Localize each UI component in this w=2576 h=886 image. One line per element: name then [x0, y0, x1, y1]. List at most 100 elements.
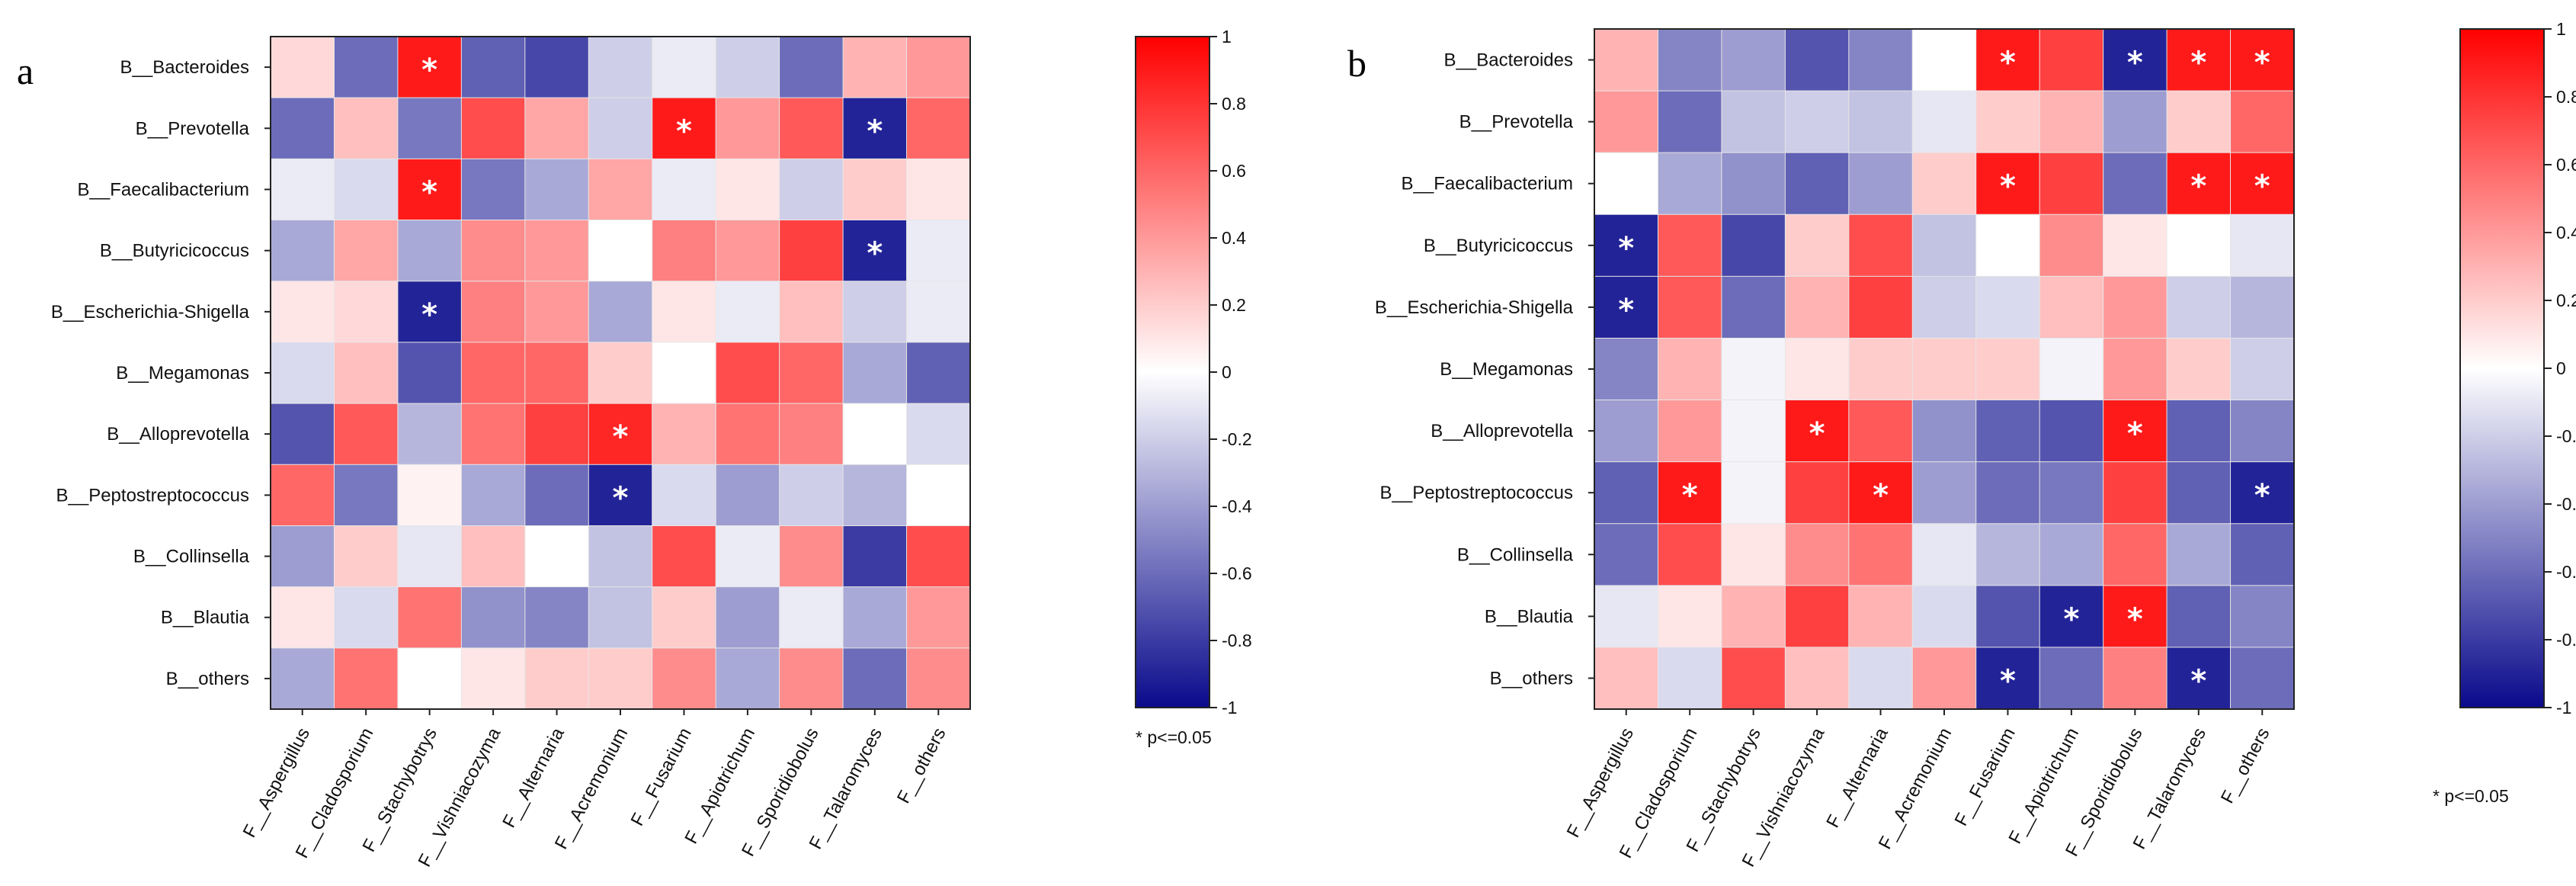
heatmap-cell	[906, 647, 971, 710]
heatmap-cell	[716, 586, 780, 649]
heatmap-cell	[1594, 400, 1659, 463]
significance-star: *	[2127, 416, 2143, 451]
colorbar-tick-label: 0.4	[1222, 228, 1246, 248]
heatmap-cell	[843, 525, 908, 588]
row-label: B__Butyricicoccus	[1424, 236, 1573, 256]
colorbar-tick-label: -0.6	[1222, 563, 1252, 583]
significance-star: *	[2190, 46, 2206, 81]
heatmap-cell	[397, 342, 462, 404]
heatmap-cell	[843, 403, 908, 465]
significance-note: * p<=0.05	[1136, 727, 1212, 747]
significance-star: *	[421, 297, 437, 332]
significance-star: *	[2254, 169, 2270, 204]
colorbar-tick-label: -1	[1222, 698, 1237, 717]
significance-star: *	[2190, 169, 2206, 204]
heatmap-cell	[1848, 214, 1913, 277]
heatmap-cell	[843, 647, 908, 710]
column-label: F__Aspergillus	[239, 724, 314, 841]
row-label: B__Butyricicoccus	[100, 241, 249, 262]
row-label: B__Megamonas	[116, 363, 249, 384]
heatmap-cell	[588, 220, 653, 282]
significance-star: *	[613, 419, 629, 454]
heatmap-cell	[779, 586, 844, 649]
heatmap-cell	[1848, 152, 1913, 215]
heatmap-cell	[1975, 585, 2040, 648]
heatmap-cell	[716, 525, 780, 588]
heatmap-cell	[461, 464, 526, 527]
heatmap-cell	[524, 37, 589, 98]
heatmap-cell	[2230, 29, 2295, 91]
heatmap-cell	[2103, 338, 2167, 401]
heatmap-cell	[1658, 647, 1722, 710]
heatmap-cell	[779, 525, 844, 588]
heatmap-cell	[271, 586, 335, 649]
heatmap-cell	[1594, 91, 1659, 153]
heatmap-cell	[1721, 29, 1786, 91]
heatmap-cell	[334, 342, 399, 404]
heatmap-cell	[2167, 91, 2232, 153]
significance-star: *	[2127, 602, 2143, 637]
row-label: B__Peptostreptococcus	[1380, 483, 1574, 503]
heatmap-cell	[1658, 91, 1722, 153]
heatmap-cell	[2039, 214, 2104, 277]
heatmap-cell	[524, 647, 589, 710]
heatmap-cell	[271, 342, 335, 404]
heatmap-cell	[2167, 152, 2232, 215]
heatmap-cell	[1912, 400, 1977, 463]
heatmap-cell	[271, 464, 335, 527]
heatmap-cell	[652, 159, 716, 221]
heatmap-cell	[1848, 91, 1913, 153]
heatmap-cell	[334, 98, 399, 159]
heatmap-cell	[652, 586, 716, 649]
heatmap-cell	[779, 464, 844, 527]
heatmap-cell	[2230, 400, 2295, 463]
colorbar-tick-label: -0.8	[2556, 630, 2576, 650]
heatmap-cell	[716, 220, 780, 282]
heatmap-cell	[2039, 276, 2104, 339]
heatmap-cell	[1658, 152, 1722, 215]
heatmap-cell	[397, 37, 462, 98]
heatmap-cell	[1785, 523, 1850, 586]
heatmap-cell	[2039, 338, 2104, 401]
heatmap-cell	[397, 586, 462, 649]
column-label: F__Apiotrichum	[681, 724, 759, 847]
heatmap-cell	[1848, 29, 1913, 91]
row-label: B__Blautia	[161, 608, 250, 628]
colorbar: 1 0.8 0.6 0.4 0.2 0 -0.2 -0.4 -0.6 -0.8 -1	[1135, 27, 1252, 717]
heatmap-cell	[2167, 585, 2232, 648]
heatmap-cell	[2039, 400, 2104, 463]
significance-star: *	[676, 114, 692, 149]
heatmap-cell	[1912, 461, 1977, 525]
heatmap-cell	[1848, 461, 1913, 525]
column-label: F__Alternaria	[1822, 724, 1892, 831]
heatmap-cell	[461, 220, 526, 282]
heatmap-cell	[779, 281, 844, 343]
heatmap-cell	[1594, 152, 1659, 215]
heatmap-cell	[2103, 214, 2167, 277]
heatmap-cell	[1594, 214, 1659, 277]
heatmap-cell	[271, 403, 335, 465]
heatmap-cell	[2230, 647, 2295, 710]
heatmap-cell	[1658, 523, 1722, 586]
heatmap-cell	[652, 342, 716, 404]
colorbar-tick-label: 0.6	[2556, 155, 2576, 175]
heatmap-cell	[397, 159, 462, 221]
heatmap-cell	[1912, 214, 1977, 277]
significance-note: * p<=0.05	[2433, 786, 2509, 806]
row-label: B__Faecalibacterium	[1402, 174, 1573, 194]
heatmap-cell	[2103, 276, 2167, 339]
heatmap-cell	[2039, 647, 2104, 710]
heatmap-cell	[1975, 152, 2040, 215]
heatmap-cell	[461, 37, 526, 98]
heatmap-cell	[1785, 400, 1850, 463]
row-label: B__others	[1490, 668, 1573, 689]
heatmap-cell	[2103, 152, 2167, 215]
heatmap-cell	[1721, 523, 1786, 586]
heatmap-cell	[1785, 214, 1850, 277]
heatmap-cell	[1912, 523, 1977, 586]
significance-star: *	[1682, 478, 1698, 513]
row-label: B__Collinsella	[1457, 544, 1574, 565]
heatmap-cell	[779, 159, 844, 221]
heatmap-cell	[271, 525, 335, 588]
heatmap-cell	[334, 281, 399, 343]
